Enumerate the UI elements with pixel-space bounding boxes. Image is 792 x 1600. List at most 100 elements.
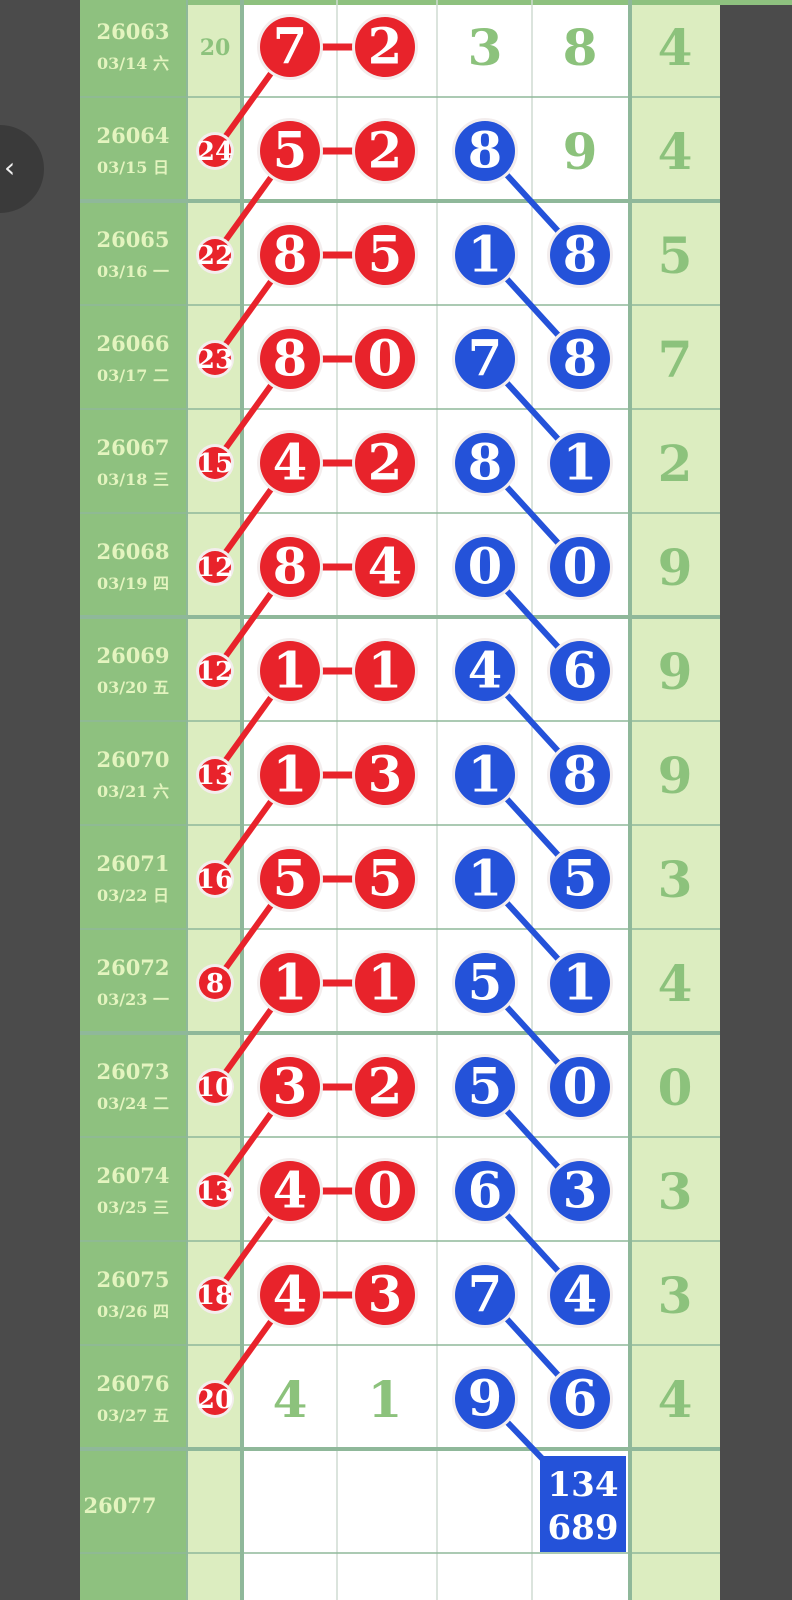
period-number: 26071 <box>96 851 169 876</box>
sum-ball-label: 23 <box>197 344 234 375</box>
prediction-line-1: 134 <box>548 1465 619 1505</box>
draw-date: 03/16 一 <box>97 262 169 281</box>
red-ball-b: 5 <box>352 222 418 288</box>
blue-ball-d: 8 <box>547 222 613 288</box>
blue-ball-d: 5 <box>547 846 613 912</box>
red-ball-a-label: 4 <box>273 434 307 492</box>
sum-ball: 12 <box>196 548 234 586</box>
red-ball-a-label: 8 <box>273 330 307 388</box>
blue-ball-c: 4 <box>452 638 518 704</box>
period-number: 26065 <box>96 227 169 252</box>
sum-ball: 23 <box>196 340 234 378</box>
digit-d: 9 <box>563 122 598 181</box>
red-ball-a: 4 <box>257 430 323 496</box>
table-row: 26076 03/27 五 <box>96 1371 169 1425</box>
red-ball-a: 1 <box>257 638 323 704</box>
blue-ball-c-label: 1 <box>468 226 502 284</box>
blue-ball-d-label: 8 <box>563 746 597 804</box>
sum-ball: 22 <box>196 236 234 274</box>
red-ball-b: 4 <box>352 534 418 600</box>
digit-b: 1 <box>368 1370 403 1429</box>
red-ball-b-label: 2 <box>368 18 402 76</box>
red-ball-a-label: 1 <box>273 642 307 700</box>
digit-d: 8 <box>563 18 598 77</box>
prediction-line-2: 689 <box>548 1508 619 1548</box>
last-digit: 5 <box>658 226 693 285</box>
table-row: 26071 03/22 日 <box>96 851 360 905</box>
sum-ball: 16 <box>196 860 234 898</box>
blue-ball-c: 1 <box>452 846 518 912</box>
sum-ball-label: 16 <box>197 864 234 895</box>
sum-ball-label: 12 <box>197 656 234 687</box>
blue-ball-c-label: 4 <box>468 642 502 700</box>
blue-ball-c-label: 5 <box>468 954 502 1012</box>
blue-ball-c: 5 <box>452 950 518 1016</box>
chevron-icon: ‹ <box>4 151 16 184</box>
blue-ball-d-label: 0 <box>563 1058 597 1116</box>
digit-c: 3 <box>468 18 503 77</box>
blue-ball-c: 1 <box>452 222 518 288</box>
sum-ball-label: 18 <box>197 1280 234 1311</box>
blue-ball-c-label: 1 <box>468 746 502 804</box>
sum-ball: 15 <box>196 444 234 482</box>
last-digit: 4 <box>658 954 693 1013</box>
blue-ball-c-label: 7 <box>468 1266 502 1324</box>
last-digit: 9 <box>658 538 693 597</box>
period-number: 26073 <box>96 1059 169 1084</box>
sum-ball-label: 15 <box>197 448 234 479</box>
period-number: 26063 <box>96 19 169 44</box>
sum-ball-label: 10 <box>197 1072 234 1103</box>
red-ball-b: 0 <box>352 1158 418 1224</box>
last-digit: 3 <box>658 850 693 909</box>
sum-ball: 24 <box>196 132 234 170</box>
red-ball-b-label: 1 <box>368 954 402 1012</box>
blue-ball-d-label: 5 <box>563 850 597 908</box>
red-ball-b-label: 2 <box>368 434 402 492</box>
red-ball-a: 5 <box>257 118 323 184</box>
red-ball-a: 4 <box>257 1262 323 1328</box>
red-ball-b-label: 3 <box>368 1266 402 1324</box>
red-ball-b-label: 5 <box>368 850 402 908</box>
next-period-number: 26077 <box>83 1493 156 1518</box>
table-row: 26074 03/25 三 <box>96 1163 360 1217</box>
red-ball-a-label: 8 <box>273 226 307 284</box>
blue-ball-c: 9 <box>452 1366 518 1432</box>
sum-ball-label: 12 <box>197 552 234 583</box>
sum-ball-label: 22 <box>197 240 234 271</box>
draw-date: 03/27 五 <box>97 1406 169 1425</box>
draw-date: 03/24 二 <box>97 1094 169 1113</box>
red-ball-a: 1 <box>257 742 323 808</box>
blue-ball-d: 6 <box>547 1366 613 1432</box>
red-ball-a-label: 1 <box>273 746 307 804</box>
blue-ball-d: 1 <box>547 430 613 496</box>
period-number: 26064 <box>96 123 169 148</box>
sum-ball: 12 <box>196 652 234 690</box>
table-row: 26065 03/16 一 <box>96 227 360 281</box>
red-ball-a-label: 5 <box>273 122 307 180</box>
sum-ball-label: 8 <box>206 968 224 999</box>
red-ball-b: 1 <box>352 950 418 1016</box>
blue-ball-c-label: 0 <box>468 538 502 596</box>
red-ball-a: 8 <box>257 222 323 288</box>
period-number: 26072 <box>96 955 169 980</box>
red-ball-a-label: 4 <box>273 1162 307 1220</box>
sum-ball-label: 24 <box>197 136 234 167</box>
blue-ball-c-label: 1 <box>468 850 502 908</box>
last-digit: 3 <box>658 1162 693 1221</box>
draw-date: 03/22 日 <box>97 886 169 905</box>
blue-ball-c-label: 8 <box>468 122 502 180</box>
draw-date: 03/26 四 <box>97 1302 169 1321</box>
blue-ball-c: 6 <box>452 1158 518 1224</box>
draw-date: 03/15 日 <box>97 158 169 177</box>
draw-date: 03/14 六 <box>97 54 169 73</box>
red-ball-b-label: 1 <box>368 642 402 700</box>
blue-ball-d-label: 0 <box>563 538 597 596</box>
last-digit: 3 <box>658 1266 693 1325</box>
sum-ball: 8 <box>196 964 234 1002</box>
red-ball-a-label: 1 <box>273 954 307 1012</box>
blue-ball-c-label: 8 <box>468 434 502 492</box>
blue-ball-d: 8 <box>547 326 613 392</box>
draw-date: 03/23 一 <box>97 990 169 1009</box>
red-ball-b: 3 <box>352 1262 418 1328</box>
blue-ball-d-label: 6 <box>563 1370 597 1428</box>
